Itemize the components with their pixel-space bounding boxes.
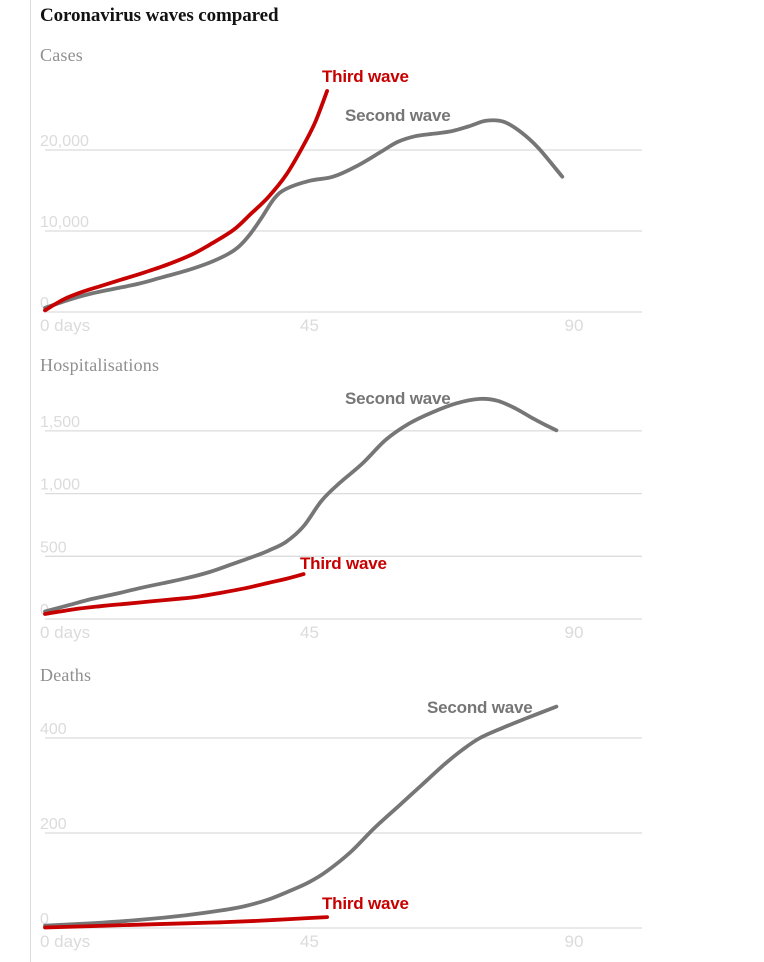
chart-title-deaths: Deaths xyxy=(40,665,92,685)
x-tick-label: 0 days xyxy=(40,623,90,642)
left-border-rule xyxy=(30,0,31,962)
chart-panel-deaths: 0 200 400 0 days 45 90 Second wave Third wave xyxy=(40,698,642,951)
series-label-second-wave: Second wave xyxy=(345,106,451,125)
x-tick-label: 90 xyxy=(565,623,584,642)
series-label-third-wave: Third wave xyxy=(322,894,409,913)
x-tick-label: 45 xyxy=(300,623,319,642)
series-label-second-wave: Second wave xyxy=(427,698,533,717)
y-tick-label: 1,000 xyxy=(40,477,80,494)
y-tick-label: 0 xyxy=(40,295,49,312)
x-tick-label: 45 xyxy=(300,932,319,951)
series-line-third-wave xyxy=(43,572,306,616)
series-line-second-wave xyxy=(43,704,559,928)
series-label-second-wave: Second wave xyxy=(345,389,451,408)
series-label-third-wave: Third wave xyxy=(322,67,409,86)
series-line-second-wave xyxy=(43,396,559,614)
y-tick-label: 500 xyxy=(40,539,67,556)
y-tick-label: 200 xyxy=(40,816,67,833)
x-tick-label: 0 days xyxy=(40,932,90,951)
y-tick-label: 0 xyxy=(40,911,49,928)
y-tick-label: 20,000 xyxy=(40,133,89,150)
series-line-third-wave xyxy=(43,89,329,313)
series-label-third-wave: Third wave xyxy=(300,554,387,573)
chart-title-cases: Cases xyxy=(40,45,83,65)
y-tick-label: 1,500 xyxy=(40,414,80,431)
x-tick-label: 0 days xyxy=(40,316,90,335)
chart-title-hospitalisations: Hospitalisations xyxy=(40,355,160,375)
page-title: Coronavirus waves compared xyxy=(40,5,279,26)
series-line-third-wave xyxy=(43,915,329,930)
y-tick-label: 10,000 xyxy=(40,214,89,231)
series-line-second-wave xyxy=(43,118,565,310)
x-tick-label: 90 xyxy=(565,932,584,951)
x-tick-label: 45 xyxy=(300,316,319,335)
x-tick-label: 90 xyxy=(565,316,584,335)
chart-panel-cases: 0 10,000 20,000 0 days 45 90 Second wave Third … xyxy=(40,67,642,335)
y-tick-label: 400 xyxy=(40,721,67,738)
